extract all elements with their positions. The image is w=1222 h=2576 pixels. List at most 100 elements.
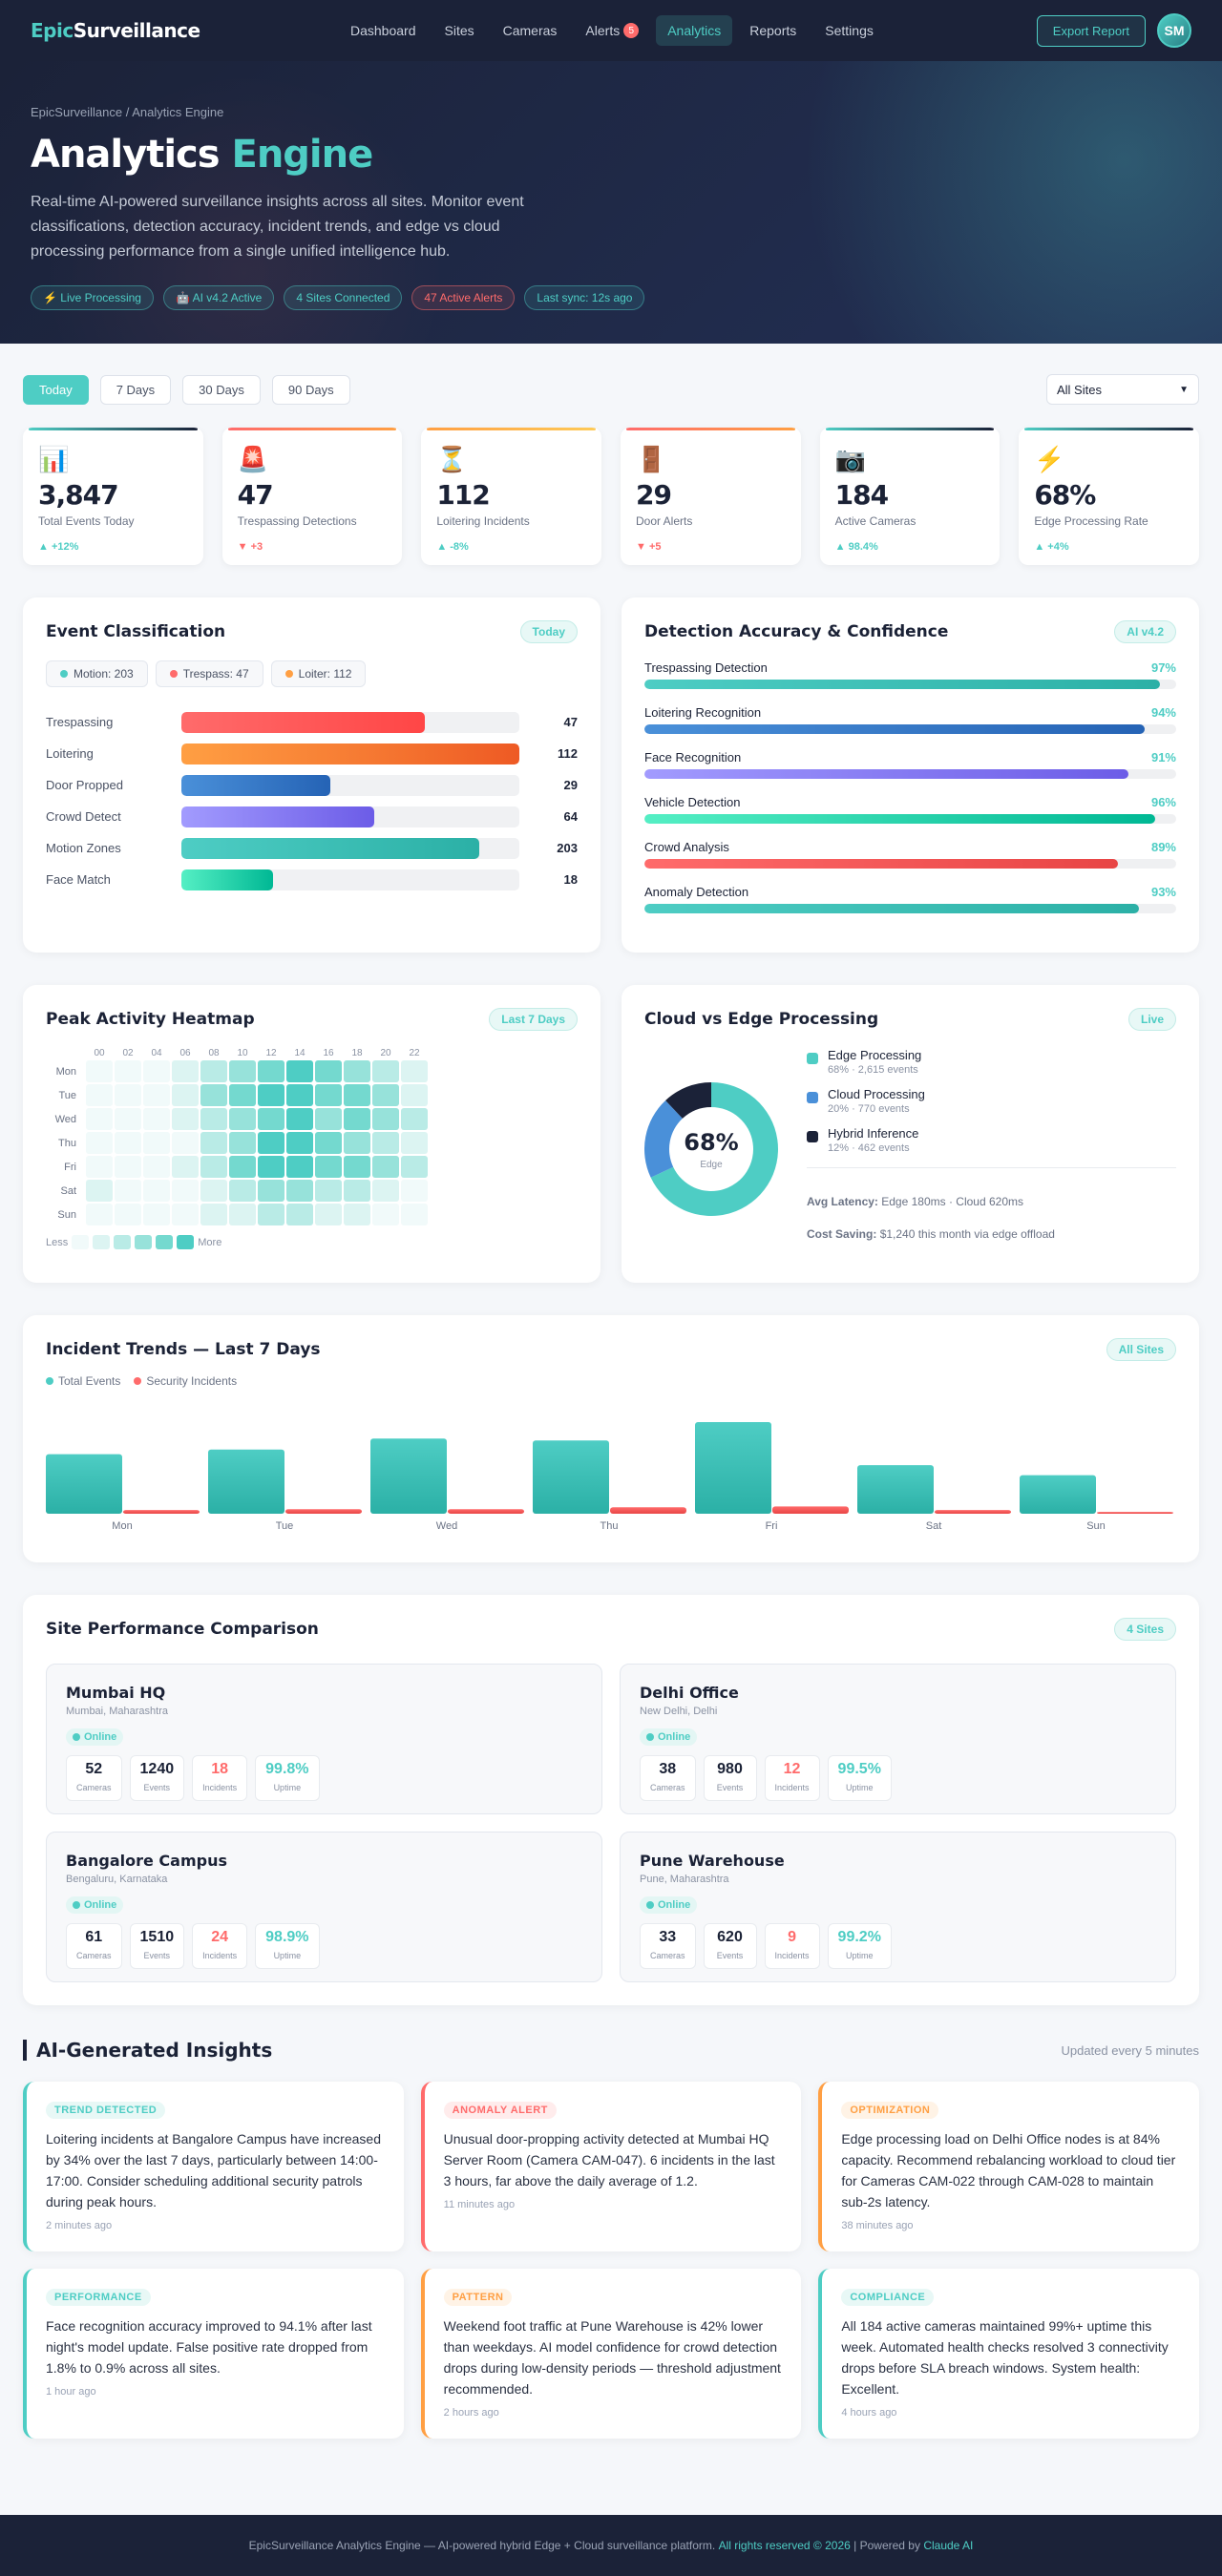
heatmap-cell[interactable] (315, 1084, 342, 1106)
heatmap-cell[interactable] (286, 1180, 313, 1202)
heatmap-cell[interactable] (258, 1132, 284, 1154)
heatmap-cell[interactable] (286, 1108, 313, 1130)
heatmap-cell[interactable] (315, 1180, 342, 1202)
heatmap-cell[interactable] (172, 1180, 199, 1202)
heatmap-cell[interactable] (258, 1180, 284, 1202)
site-card[interactable]: Pune Warehouse Pune, Maharashtra Online 33 C… (620, 1832, 1176, 1982)
heatmap-cell[interactable] (86, 1156, 113, 1178)
nav-link-dashboard[interactable]: Dashboard (339, 15, 428, 46)
heatmap-cell[interactable] (200, 1180, 227, 1202)
heatmap-cell[interactable] (200, 1108, 227, 1130)
donut-segment-cloud-processing[interactable] (644, 1100, 683, 1178)
heatmap-cell[interactable] (286, 1132, 313, 1154)
nav-link-cameras[interactable]: Cameras (492, 15, 569, 46)
heatmap-cell[interactable] (200, 1156, 227, 1178)
heatmap-cell[interactable] (344, 1108, 370, 1130)
donut-segment-hybrid-inference[interactable] (665, 1082, 711, 1119)
heatmap-cell[interactable] (286, 1204, 313, 1225)
heatmap-cell[interactable] (86, 1060, 113, 1082)
heatmap-cell[interactable] (401, 1084, 428, 1106)
heatmap-cell[interactable] (344, 1084, 370, 1106)
heatmap-cell[interactable] (200, 1084, 227, 1106)
heatmap-cell[interactable] (115, 1156, 141, 1178)
range-button-today[interactable]: Today (23, 374, 89, 405)
site-card[interactable]: Mumbai HQ Mumbai, Maharashtra Online 52 Came… (46, 1664, 602, 1814)
site-select[interactable]: All Sites ▼ (1046, 374, 1199, 405)
heatmap-cell[interactable] (315, 1132, 342, 1154)
heatmap-cell[interactable] (372, 1060, 399, 1082)
bar-total-events-thu[interactable] (533, 1440, 609, 1514)
heatmap-cell[interactable] (115, 1060, 141, 1082)
heatmap-cell[interactable] (86, 1084, 113, 1106)
heatmap-cell[interactable] (172, 1204, 199, 1225)
heatmap-cell[interactable] (315, 1204, 342, 1225)
heatmap-cell[interactable] (86, 1180, 113, 1202)
heatmap-cell[interactable] (344, 1204, 370, 1225)
heatmap-cell[interactable] (258, 1108, 284, 1130)
heatmap-cell[interactable] (115, 1108, 141, 1130)
avatar[interactable]: SM (1157, 13, 1191, 48)
heatmap-cell[interactable] (172, 1108, 199, 1130)
heatmap-cell[interactable] (229, 1108, 256, 1130)
heatmap-cell[interactable] (372, 1084, 399, 1106)
heatmap-cell[interactable] (172, 1060, 199, 1082)
heatmap-cell[interactable] (315, 1156, 342, 1178)
export-report-button[interactable]: Export Report (1036, 14, 1146, 47)
heatmap-cell[interactable] (372, 1108, 399, 1130)
heatmap-cell[interactable] (143, 1204, 170, 1225)
heatmap-cell[interactable] (344, 1060, 370, 1082)
heatmap-cell[interactable] (401, 1180, 428, 1202)
bar-total-events-sat[interactable] (857, 1465, 934, 1514)
bar-security-incidents-thu[interactable] (610, 1507, 686, 1514)
heatmap-cell[interactable] (200, 1204, 227, 1225)
nav-link-reports[interactable]: Reports (738, 15, 808, 46)
heatmap-cell[interactable] (143, 1132, 170, 1154)
heatmap-cell[interactable] (172, 1156, 199, 1178)
heatmap-cell[interactable] (143, 1060, 170, 1082)
heatmap-cell[interactable] (344, 1156, 370, 1178)
heatmap-cell[interactable] (258, 1204, 284, 1225)
bar-security-incidents-wed[interactable] (448, 1509, 524, 1514)
heatmap-cell[interactable] (258, 1084, 284, 1106)
heatmap-cell[interactable] (401, 1108, 428, 1130)
bar-security-incidents-tue[interactable] (285, 1509, 362, 1514)
heatmap-cell[interactable] (401, 1132, 428, 1154)
footer-brand-link[interactable]: Claude AI (923, 2539, 974, 2552)
heatmap-cell[interactable] (401, 1156, 428, 1178)
heatmap-cell[interactable] (115, 1084, 141, 1106)
heatmap-cell[interactable] (344, 1180, 370, 1202)
heatmap-cell[interactable] (258, 1060, 284, 1082)
nav-link-analytics[interactable]: Analytics (656, 15, 733, 46)
logo[interactable]: EpicSurveillance (31, 19, 200, 42)
heatmap-cell[interactable] (86, 1108, 113, 1130)
range-button-7-days[interactable]: 7 Days (99, 374, 172, 405)
range-button-30-days[interactable]: 30 Days (182, 374, 261, 405)
heatmap-cell[interactable] (172, 1084, 199, 1106)
heatmap-cell[interactable] (115, 1180, 141, 1202)
bar-security-incidents-sat[interactable] (935, 1510, 1011, 1514)
heatmap-cell[interactable] (258, 1156, 284, 1178)
heatmap-cell[interactable] (286, 1084, 313, 1106)
site-card[interactable]: Bangalore Campus Bengaluru, Karnataka Onli… (46, 1832, 602, 1982)
heatmap-cell[interactable] (143, 1156, 170, 1178)
heatmap-cell[interactable] (315, 1108, 342, 1130)
heatmap-cell[interactable] (229, 1132, 256, 1154)
heatmap-cell[interactable] (229, 1060, 256, 1082)
bar-total-events-fri[interactable] (695, 1422, 771, 1514)
bar-security-incidents-fri[interactable] (772, 1506, 849, 1514)
bar-total-events-tue[interactable] (208, 1449, 284, 1514)
heatmap-cell[interactable] (344, 1132, 370, 1154)
heatmap-cell[interactable] (372, 1156, 399, 1178)
heatmap-cell[interactable] (143, 1084, 170, 1106)
heatmap-cell[interactable] (286, 1156, 313, 1178)
donut-segment-edge-processing[interactable] (650, 1082, 778, 1216)
heatmap-cell[interactable] (372, 1132, 399, 1154)
site-card[interactable]: Delhi Office New Delhi, Delhi Online 38 Came… (620, 1664, 1176, 1814)
bar-security-incidents-mon[interactable] (123, 1510, 200, 1514)
heatmap-cell[interactable] (115, 1204, 141, 1225)
heatmap-cell[interactable] (143, 1180, 170, 1202)
heatmap-cell[interactable] (115, 1132, 141, 1154)
heatmap-cell[interactable] (286, 1060, 313, 1082)
heatmap-cell[interactable] (229, 1084, 256, 1106)
heatmap-cell[interactable] (372, 1204, 399, 1225)
